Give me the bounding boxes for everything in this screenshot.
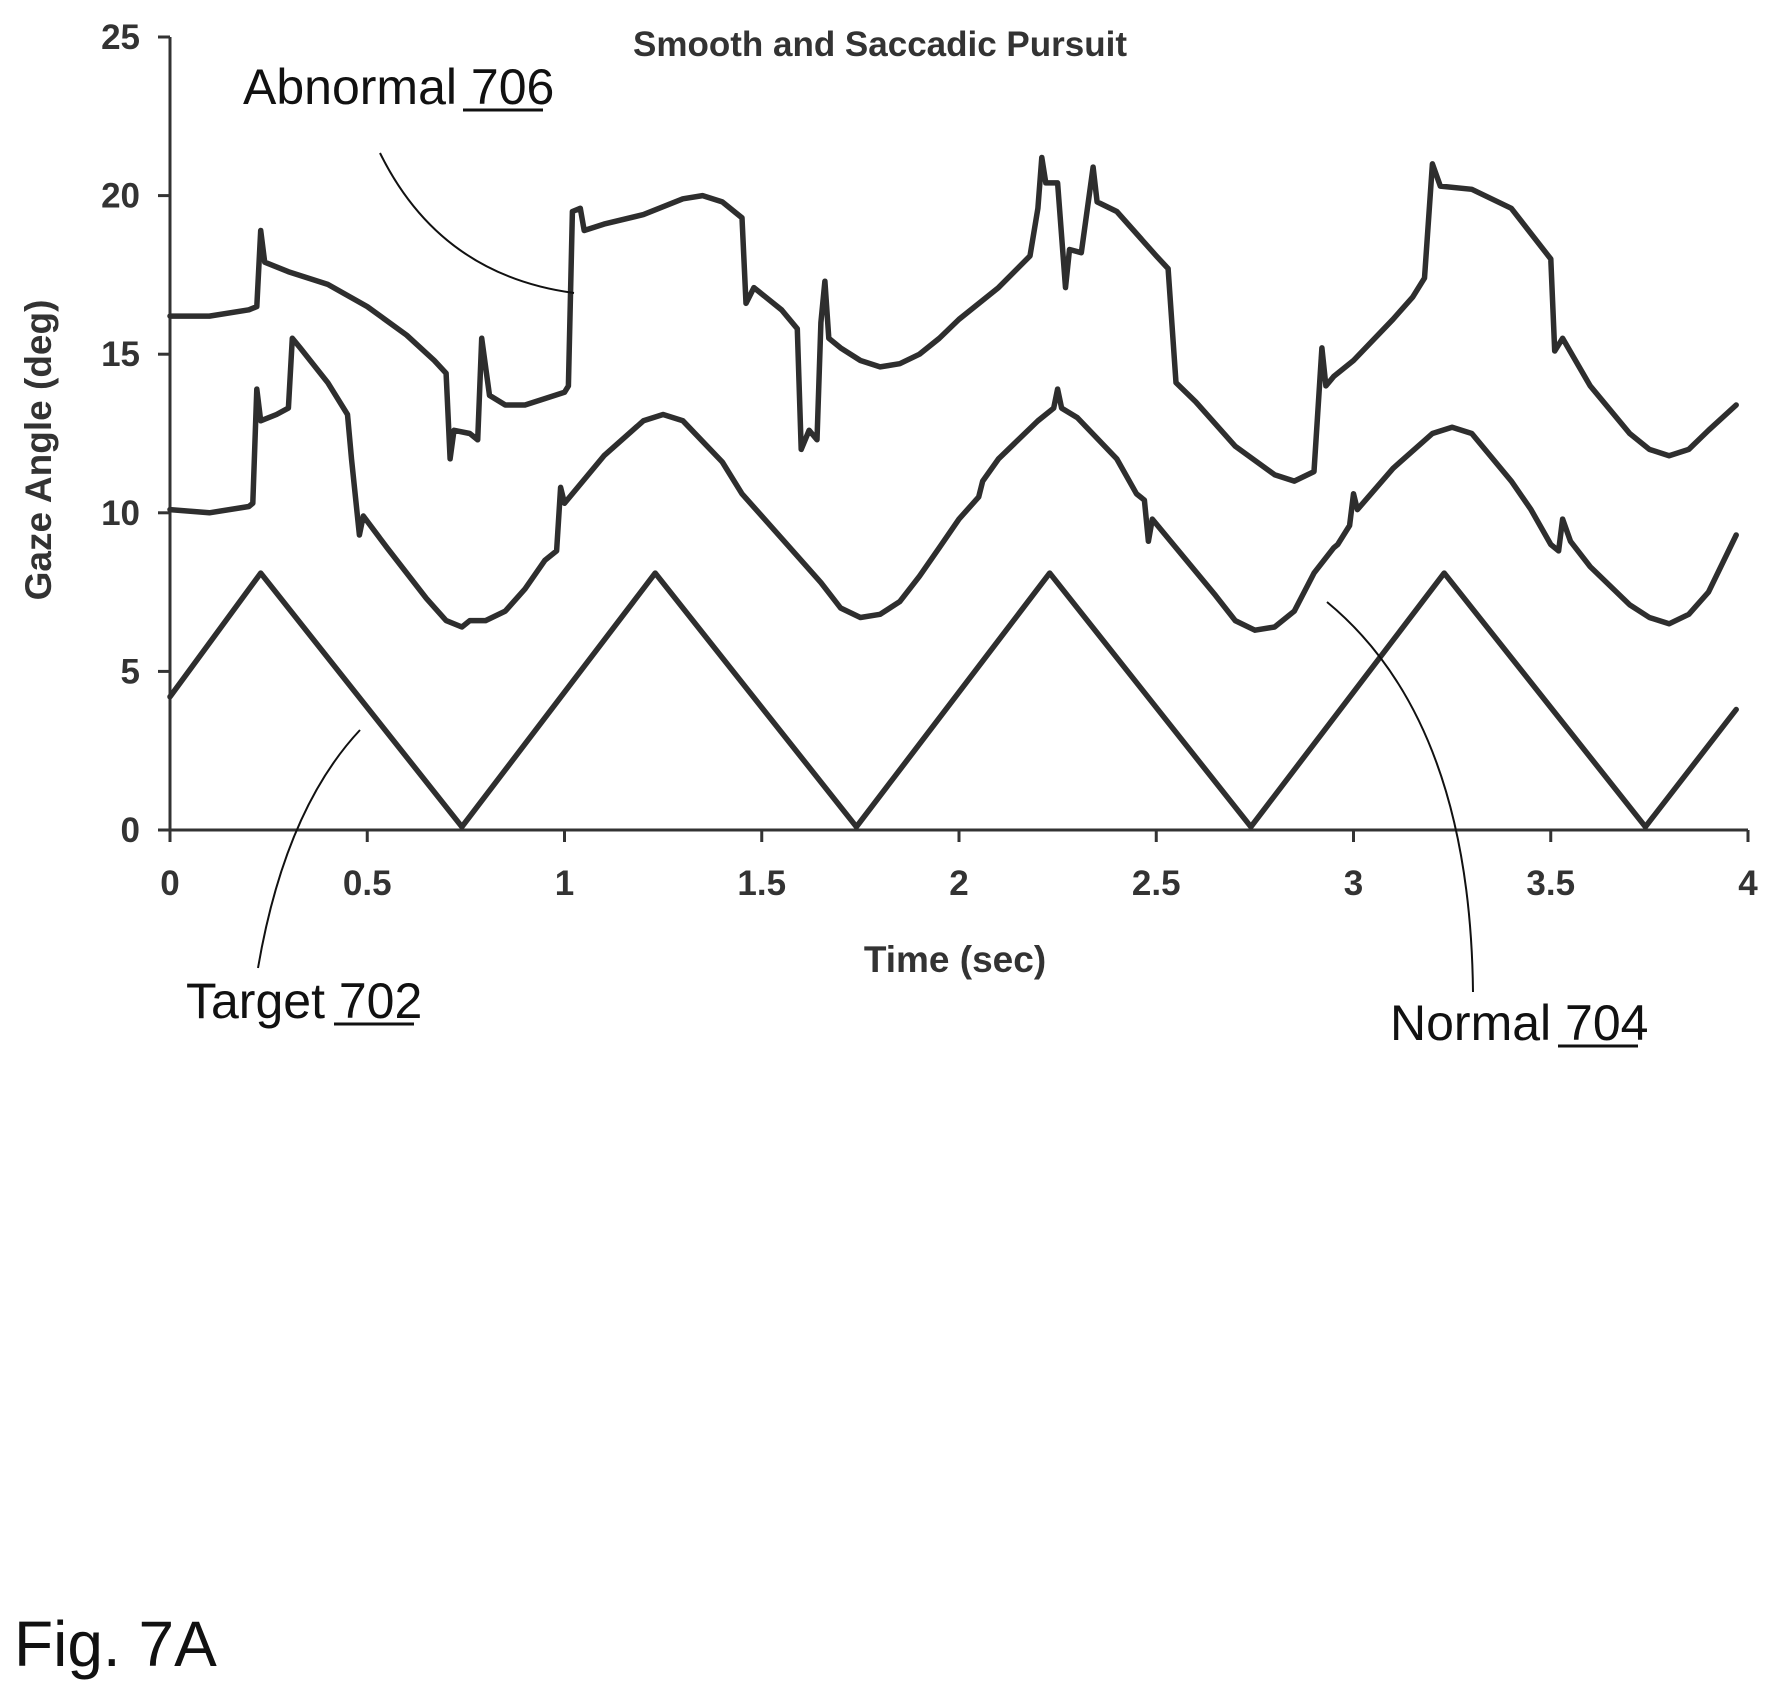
target-label-ref: 702: [339, 973, 422, 1029]
x-tick-label: 3.5: [1526, 864, 1575, 903]
x-tick-label: 1: [555, 864, 574, 903]
y-axis: 0 5 10 15 20 25: [101, 18, 172, 850]
x-tick-label: 2: [949, 864, 968, 903]
normal-label-name: Normal: [1390, 995, 1551, 1051]
x-ticks: 0 0.5 1 1.5 2 2.5 3 3.5 4: [160, 830, 1758, 903]
x-axis-label: Time (sec): [864, 939, 1046, 980]
target-label-name: Target: [186, 973, 325, 1029]
normal-label-ref: 704: [1565, 995, 1648, 1051]
y-axis-label: Gaze Angle (deg): [18, 300, 59, 601]
normal-label: Normal 704: [1390, 995, 1648, 1051]
target-leader-line: [257, 729, 361, 969]
abnormal-label-name: Abnormal: [243, 59, 457, 115]
chart-title: Smooth and Saccadic Pursuit: [633, 25, 1127, 64]
target-label: Target 702: [186, 973, 422, 1029]
normal-leader-line: [1326, 601, 1474, 993]
callout-normal: Normal 704: [1326, 601, 1648, 1051]
series-line-abnormal: [167, 154, 1739, 484]
plot-area: [167, 154, 1739, 830]
x-tick-label: 2.5: [1132, 864, 1181, 903]
abnormal-label-ref: 706: [471, 59, 554, 115]
callout-target: Target 702: [186, 729, 422, 1029]
y-tick-label: 10: [101, 494, 140, 533]
y-tick-label: 20: [101, 177, 140, 216]
x-tick-label: 0: [160, 864, 179, 903]
x-tick-label: 3: [1344, 864, 1363, 903]
x-tick-label: 1.5: [737, 864, 786, 903]
series-line-normal: [167, 335, 1739, 633]
figure-label: Fig. 7A: [14, 1608, 217, 1680]
series-line-target: [167, 570, 1739, 830]
abnormal-label: Abnormal 706: [243, 59, 554, 115]
abnormal-leader-line: [379, 152, 575, 294]
y-tick-label: 5: [121, 652, 140, 691]
x-tick-label: 4: [1738, 864, 1758, 903]
callout-abnormal: Abnormal 706: [243, 59, 575, 294]
y-tick-label: 25: [101, 18, 140, 57]
x-axis: 0 0.5 1 1.5 2 2.5 3 3.5 4: [160, 828, 1758, 903]
y-ticks: 0 5 10 15 20 25: [101, 18, 170, 850]
y-tick-label: 0: [121, 811, 140, 850]
x-tick-label: 0.5: [343, 864, 392, 903]
y-tick-label: 15: [101, 335, 140, 374]
